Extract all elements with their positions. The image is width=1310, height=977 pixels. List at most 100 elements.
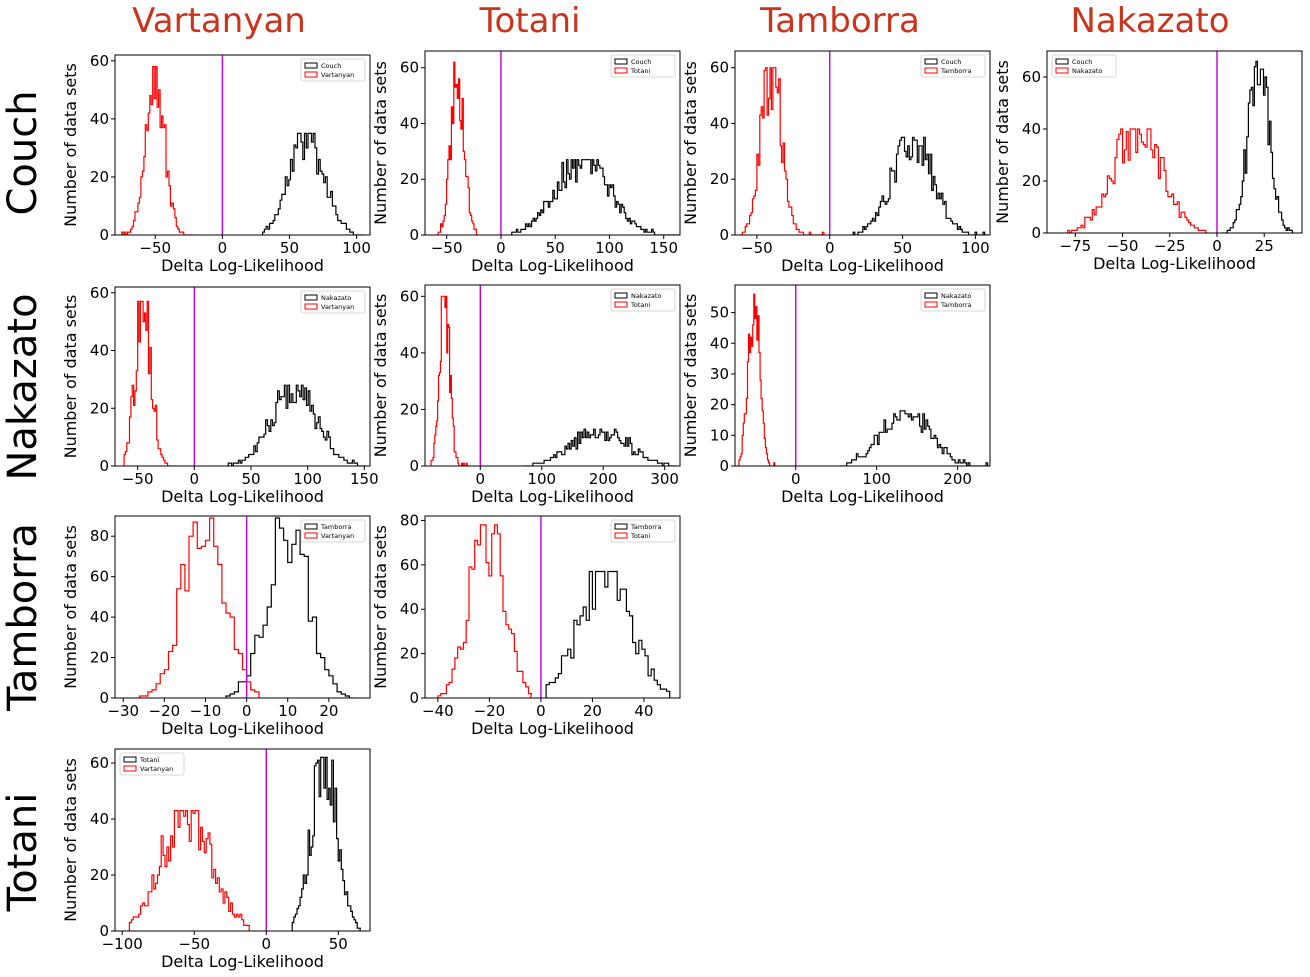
plot-area [738, 293, 990, 466]
x-tick-label: 100 [595, 239, 624, 257]
y-tick-label: 20 [400, 400, 419, 418]
panel-couch-tamborra: −50 0 50 100 0 20 40 60 Delta Log-Likelihood Numb… [681, 50, 991, 275]
x-tick-label: −50 [431, 239, 463, 257]
y-axis-label: Number of data sets [681, 294, 700, 458]
legend-label-couch: Couch [321, 62, 341, 70]
y-tick-label: 0 [409, 226, 419, 244]
x-tick-label: 0 [190, 470, 200, 488]
x-tick-label: 20 [319, 702, 338, 720]
legend-swatch-totani [123, 756, 137, 763]
y-tick-label: 60 [90, 284, 109, 302]
plot-area [123, 300, 365, 466]
y-tick-label: 40 [710, 334, 729, 352]
x-tick-label: 200 [589, 470, 618, 488]
x-tick-label: 100 [342, 239, 371, 257]
histogram-vartanyan [121, 66, 193, 235]
legend-swatch-vartanyan [304, 71, 318, 78]
x-tick-label: 10 [278, 702, 297, 720]
legend-swatch-couch [304, 62, 318, 69]
histogram-couch [1222, 60, 1294, 233]
legend-swatch-nakazato [304, 294, 318, 301]
x-axis-label: Delta Log-Likelihood [781, 487, 944, 506]
x-tick-label: 0 [1212, 237, 1222, 255]
x-tick-label: 100 [293, 470, 322, 488]
x-tick-label: −30 [107, 702, 139, 720]
legend-swatch-totani [614, 301, 628, 308]
legend-swatch-totani [614, 532, 628, 539]
x-tick-label: −40 [422, 702, 454, 720]
legend-swatch-tamborra [924, 67, 938, 74]
histogram-totani [437, 524, 533, 698]
y-axis-label: Number of data sets [371, 61, 390, 225]
histogram-vartanyan [128, 810, 250, 931]
x-tick-label: 40 [634, 702, 653, 720]
y-tick-label: 0 [1031, 224, 1041, 242]
legend-swatch-nakazato [614, 292, 628, 299]
x-tick-label: 100 [961, 239, 990, 257]
y-tick-label: 0 [719, 226, 729, 244]
x-axis-label: Delta Log-Likelihood [471, 487, 634, 506]
y-axis-label: Number of data sets [993, 60, 1012, 224]
y-tick-label: 0 [99, 689, 109, 707]
legend-swatch-couch [614, 58, 628, 65]
histogram-nakazato [523, 428, 677, 466]
y-axis-label: Number of data sets [681, 61, 700, 225]
x-axis-label: Delta Log-Likelihood [161, 952, 324, 971]
x-axis-label: Delta Log-Likelihood [161, 487, 324, 506]
histogram-nakazato [1065, 128, 1208, 233]
axes-frame [114, 515, 371, 699]
legend-label-tamborra: Tamborra [940, 301, 972, 309]
legend-label-totani: Totani [630, 532, 650, 540]
legend-swatch-tamborra [304, 523, 318, 530]
histogram-totani [291, 756, 361, 931]
plot-area [1065, 60, 1294, 233]
x-tick-label: 150 [649, 239, 678, 257]
legend-label-vartanyan: Vartanyan [321, 532, 354, 540]
plot-area [135, 517, 354, 698]
y-tick-label: 40 [90, 608, 109, 626]
legend-label-couch: Couch [941, 58, 961, 66]
x-tick-label: 50 [241, 470, 260, 488]
histogram-couch [262, 132, 364, 235]
column-title-nakazato: Nakazato [1070, 1, 1229, 41]
y-tick-label: 20 [90, 168, 109, 186]
y-tick-label: 80 [90, 527, 109, 545]
y-tick-label: 40 [710, 114, 729, 132]
axes-frame [424, 50, 681, 236]
x-axis-label: Delta Log-Likelihood [161, 256, 324, 275]
x-tick-label: 50 [546, 239, 565, 257]
histogram-totani [435, 61, 478, 235]
x-tick-label: −20 [149, 702, 181, 720]
y-tick-label: 0 [99, 226, 109, 244]
x-axis-label: Delta Log-Likelihood [781, 256, 944, 275]
y-tick-label: 40 [400, 114, 419, 132]
axes-frame [114, 54, 371, 236]
x-tick-label: −100 [102, 935, 143, 953]
legend-swatch-tamborra [924, 301, 938, 308]
panel-nakazato-totani: 0 100 200 300 0 20 40 60 Delta Log-Likelihood Num… [371, 284, 681, 506]
histogram-tamborra [738, 293, 776, 466]
x-tick-label: −50 [1107, 237, 1139, 255]
legend-label-tamborra: Tamborra [320, 523, 352, 531]
column-title-totani: Totani [479, 1, 581, 41]
axes-frame [734, 284, 991, 467]
legend-label-nakazato: Nakazato [1072, 67, 1102, 75]
axes-frame [114, 286, 371, 467]
x-axis-label: Delta Log-Likelihood [471, 719, 634, 738]
histogram-tamborra [545, 570, 671, 698]
legend-label-tamborra: Tamborra [940, 67, 972, 75]
y-tick-label: 40 [1022, 120, 1041, 138]
panel-nakazato-tamborra: 0 100 200 0 10 20 30 40 50 Delta Log-Likelihood Nu… [681, 284, 991, 506]
y-tick-label: 0 [409, 689, 419, 707]
y-tick-label: 40 [90, 110, 109, 128]
y-tick-label: 80 [400, 511, 419, 529]
histogram-tamborra [739, 67, 825, 235]
